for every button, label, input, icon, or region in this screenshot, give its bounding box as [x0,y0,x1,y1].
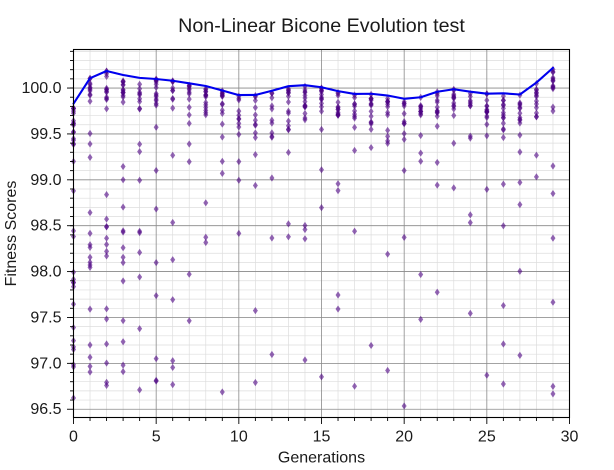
svg-text:98.0: 98.0 [30,264,61,281]
svg-text:99.5: 99.5 [30,126,61,143]
svg-text:97.0: 97.0 [30,355,61,372]
svg-text:0: 0 [69,429,78,446]
svg-text:5: 5 [152,429,161,446]
svg-text:97.5: 97.5 [30,309,61,326]
svg-text:10: 10 [230,429,248,446]
svg-text:25: 25 [478,429,496,446]
svg-text:Fitness Scores: Fitness Scores [3,181,20,287]
svg-text:15: 15 [313,429,331,446]
svg-text:100.0: 100.0 [21,80,61,97]
svg-text:99.0: 99.0 [30,172,61,189]
svg-text:96.5: 96.5 [30,401,61,418]
svg-text:20: 20 [395,429,413,446]
svg-text:Non-Linear Bicone Evolution te: Non-Linear Bicone Evolution test [178,15,465,37]
svg-text:Generations: Generations [278,450,365,467]
svg-text:98.5: 98.5 [30,218,61,235]
svg-text:30: 30 [561,429,579,446]
